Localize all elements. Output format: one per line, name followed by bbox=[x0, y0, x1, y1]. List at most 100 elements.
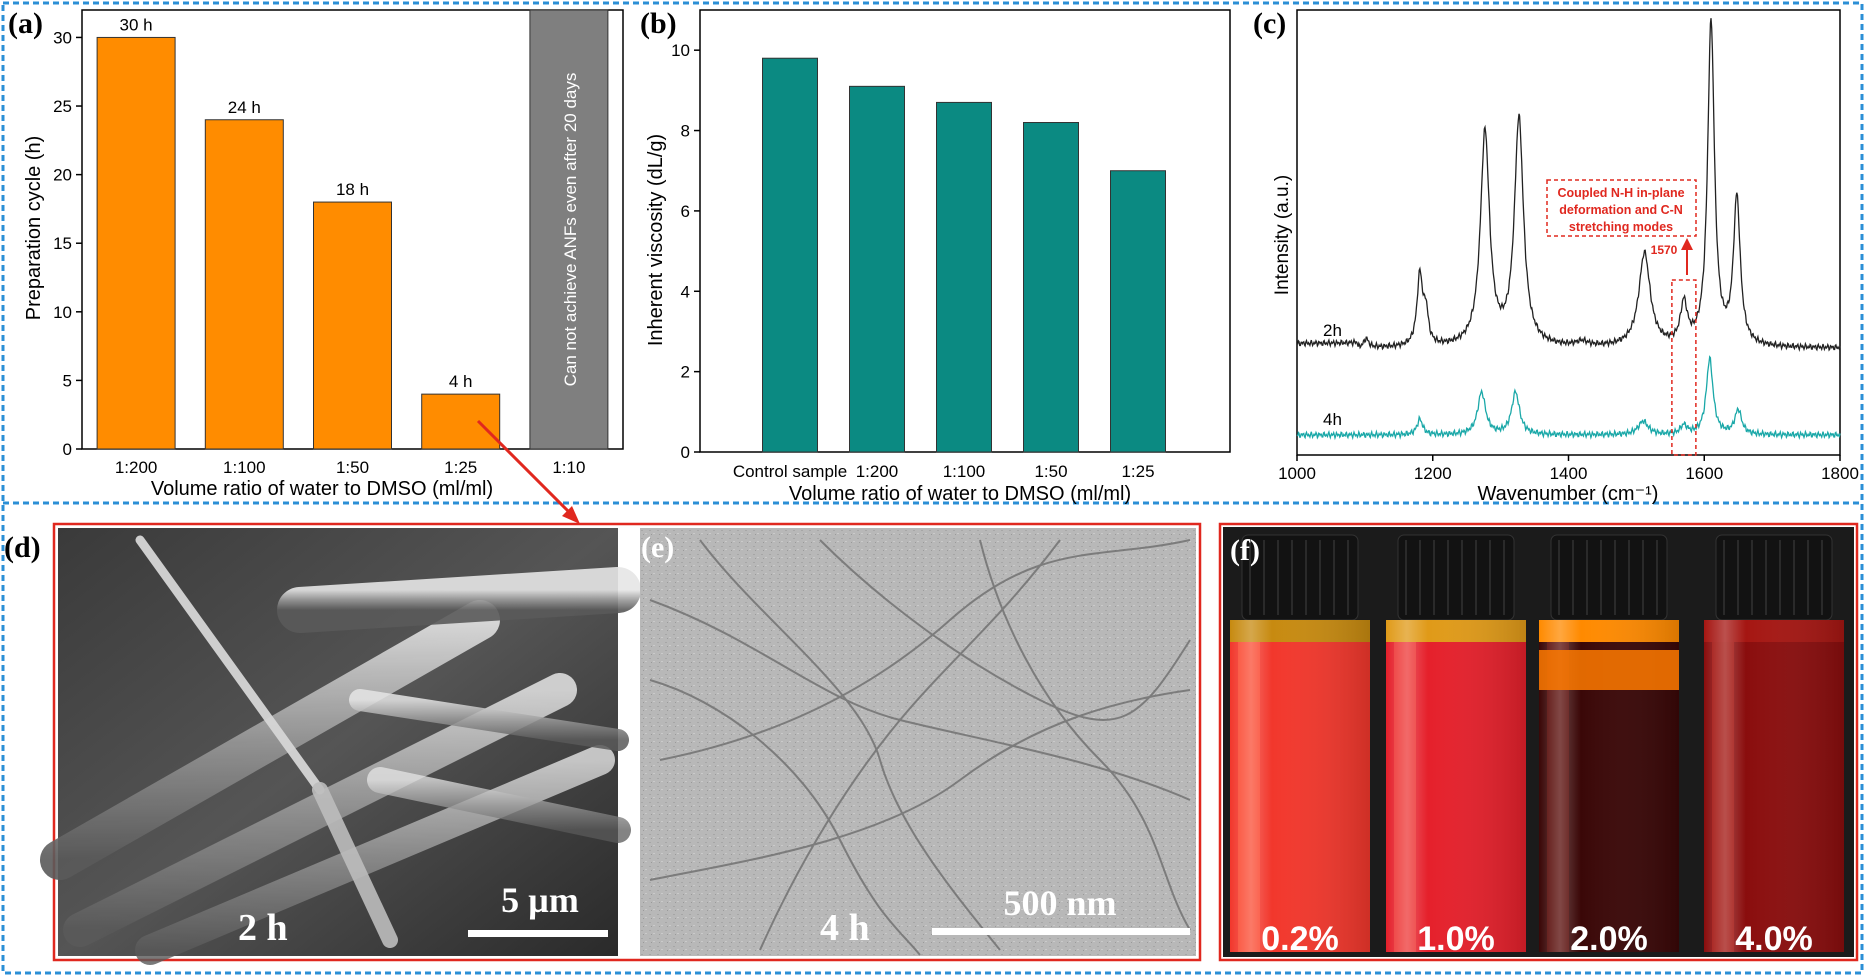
panel-b: (b) 0 2 4 6 8 10 Control sample 1:200 1:100 1:50… bbox=[640, 7, 1231, 505]
raman-annotation-line-2: deformation and C-N bbox=[1559, 203, 1683, 217]
vial-cap bbox=[1550, 534, 1668, 621]
chart-a-xtick-label: 1:25 bbox=[444, 458, 477, 477]
chart-c-xtick-label: 1400 bbox=[1550, 464, 1588, 483]
chart-c-axes: 1000 1200 1400 1600 1800 bbox=[1278, 9, 1859, 483]
chart-a-ytick-label: 25 bbox=[53, 97, 72, 116]
vial-cap bbox=[1397, 534, 1515, 621]
chart-a-bar-label: 18 h bbox=[336, 180, 369, 199]
chart-c-series-label: 4h bbox=[1323, 410, 1342, 429]
chart-c-series-line bbox=[1296, 18, 1841, 353]
chart-b-xlabel: Volume ratio of water to DMSO (ml/ml) bbox=[789, 483, 1131, 505]
vial-concentration-label: 2.0% bbox=[1570, 920, 1648, 958]
vial-glass bbox=[1230, 620, 1370, 952]
chart-c-xtick-label: 1200 bbox=[1414, 464, 1452, 483]
chart-b-ytick-label: 2 bbox=[681, 363, 690, 382]
sem-time-caption: 2 h bbox=[238, 907, 288, 949]
chart-b-xtick-label: 1:50 bbox=[1034, 462, 1067, 481]
chart-b-xtick-label: 1:100 bbox=[943, 462, 986, 481]
chart-a-bar-label: 24 h bbox=[228, 98, 261, 117]
chart-a-bar bbox=[313, 201, 392, 450]
chart-b-ytick-label: 10 bbox=[671, 41, 690, 60]
raman-peak-label: 1570 bbox=[1651, 243, 1678, 257]
tem-time-caption: 4 h bbox=[820, 907, 870, 949]
raman-peak-marker bbox=[1671, 279, 1697, 456]
chart-a-xtick-label: 1:10 bbox=[552, 458, 585, 477]
chart-b-bar bbox=[936, 101, 992, 453]
chart-a-bars: 1:200 30 h 1:100 24 h 1:50 18 h 1:25 4 h 1:10 Can… bbox=[96, 9, 609, 477]
sem-fibers bbox=[40, 535, 641, 965]
raman-annotation-box bbox=[1546, 179, 1697, 237]
chart-b-ytick-label: 6 bbox=[681, 202, 690, 221]
chart-b-xtick-label: 1:200 bbox=[856, 462, 899, 481]
panel-e: (e) 4 h 500 nm bbox=[640, 528, 1196, 956]
chart-b-bar bbox=[1023, 122, 1079, 453]
chart-a-ytick-label: 10 bbox=[53, 303, 72, 322]
vial-concentration-label: 0.2% bbox=[1261, 920, 1339, 958]
panel-b-label: (b) bbox=[640, 7, 677, 40]
panel-e-label: (e) bbox=[641, 531, 674, 564]
vial-cap bbox=[1715, 534, 1833, 621]
tem-scale-bar bbox=[932, 928, 1190, 935]
chart-a-ytick-label: 5 bbox=[63, 371, 72, 390]
panel-c-label: (c) bbox=[1253, 7, 1286, 40]
chart-a-bar bbox=[96, 36, 176, 450]
tem-fibrils bbox=[649, 539, 1191, 956]
chart-a-ytick-label: 30 bbox=[53, 28, 72, 47]
chart-a-bar-annotation: Can not achieve ANFs even after 20 days bbox=[561, 73, 580, 387]
chart-a-bar-label: 30 h bbox=[120, 15, 153, 34]
chart-c-xlabel: Wavenumber (cm⁻¹) bbox=[1478, 483, 1659, 505]
chart-a-bar bbox=[421, 393, 501, 450]
raman-annotation-line-3: stretching modes bbox=[1569, 220, 1673, 234]
chart-a-bar-label: 4 h bbox=[449, 372, 473, 391]
chart-a-ytick-label: 15 bbox=[53, 234, 72, 253]
chart-b-bar bbox=[1110, 170, 1166, 453]
chart-a-ytick-label: 0 bbox=[63, 440, 72, 459]
chart-b-xtick-label: 1:25 bbox=[1121, 462, 1154, 481]
chart-c-lines: 2h 4h bbox=[1296, 18, 1841, 456]
panel-f-label: (f) bbox=[1230, 534, 1260, 567]
chart-c-ylabel: Intensity (a.u.) bbox=[1272, 175, 1293, 295]
chart-c-series-line bbox=[1296, 355, 1841, 441]
panel-f: 0.2% 1.0% 2.0% 4.0% (f) bbox=[1218, 522, 1859, 962]
chart-a-ylabel: Preparation cycle (h) bbox=[23, 136, 45, 321]
panel-f-frame bbox=[1218, 522, 1859, 962]
chart-b-bar bbox=[762, 57, 818, 453]
chart-b-ytick-label: 0 bbox=[681, 443, 690, 462]
sem-scale-text: 5 µm bbox=[501, 880, 579, 920]
panel-c: (c) 1000 1200 1400 1600 1800 2h 4h Wavenumber… bbox=[1253, 7, 1859, 505]
raman-annotation-arrowhead bbox=[1681, 238, 1693, 250]
link-arrow bbox=[476, 419, 574, 517]
chart-b-ylabel: Inherent viscosity (dL/g) bbox=[645, 134, 667, 346]
chart-b-ytick-label: 8 bbox=[681, 122, 690, 141]
chart-a-ytick-label: 20 bbox=[53, 166, 72, 185]
vial-glass bbox=[1704, 620, 1844, 952]
panel-d: (d) 2 h 5 µm bbox=[4, 528, 641, 965]
panel-a-label: (a) bbox=[8, 7, 43, 40]
link-arrowhead bbox=[562, 506, 580, 524]
chart-a-bar-unachieved bbox=[529, 9, 609, 450]
chart-a-xtick-label: 1:50 bbox=[336, 458, 369, 477]
chart-c-xtick-label: 1600 bbox=[1685, 464, 1723, 483]
chart-c-xtick-label: 1800 bbox=[1821, 464, 1859, 483]
vial-glass bbox=[1386, 620, 1526, 952]
chart-a-axes: 0 5 10 15 20 25 30 bbox=[53, 9, 624, 459]
tem-scale-text: 500 nm bbox=[1003, 883, 1116, 923]
vials: 0.2% 1.0% 2.0% 4.0% bbox=[1230, 534, 1844, 958]
chart-c-xtick-label: 1000 bbox=[1278, 464, 1316, 483]
vial-orange-band bbox=[1539, 650, 1679, 690]
chart-c-series-label: 2h bbox=[1323, 321, 1342, 340]
raman-annotation-line-1: Coupled N-H in-plane bbox=[1557, 186, 1684, 200]
vial-concentration-label: 4.0% bbox=[1735, 920, 1813, 958]
sem-scale-bar bbox=[468, 930, 608, 937]
chart-b-bar bbox=[849, 85, 905, 453]
panel-d-label: (d) bbox=[4, 531, 41, 564]
panel-de-frame bbox=[52, 522, 1202, 962]
chart-a-xtick-label: 1:200 bbox=[115, 458, 158, 477]
chart-b-xtick-label: Control sample bbox=[733, 462, 847, 481]
chart-b-bars: Control sample 1:200 1:100 1:50 1:25 bbox=[733, 57, 1166, 481]
chart-a-xtick-label: 1:100 bbox=[223, 458, 266, 477]
chart-a-bar bbox=[204, 119, 284, 450]
